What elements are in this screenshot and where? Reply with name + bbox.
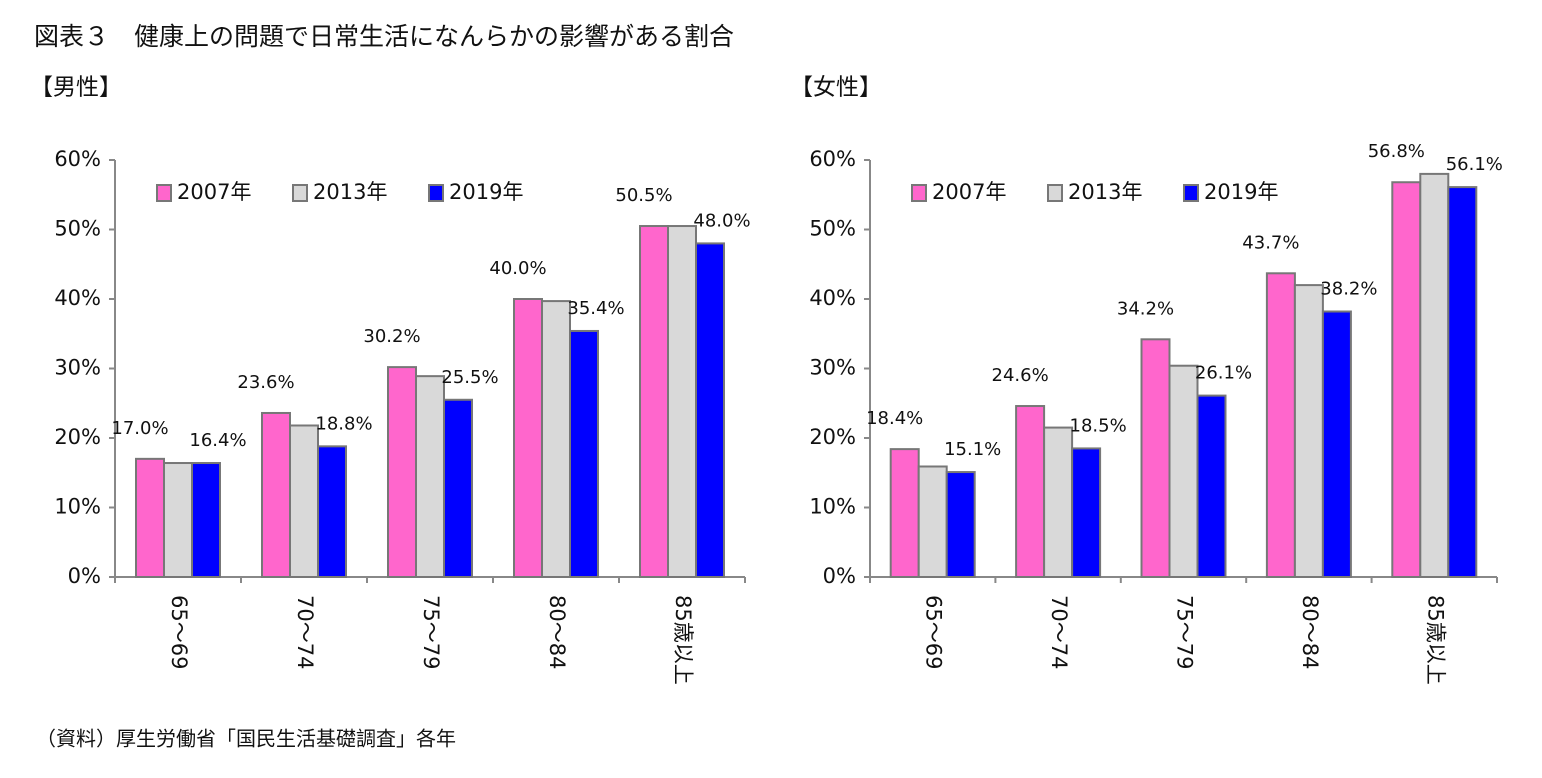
value-label: 35.4% bbox=[567, 298, 624, 319]
value-label: 40.0% bbox=[489, 258, 546, 279]
value-label: 30.2% bbox=[363, 326, 420, 347]
bar bbox=[1196, 394, 1227, 579]
value-label: 18.5% bbox=[1070, 415, 1127, 436]
x-tick-label: 85歳以上 bbox=[1423, 595, 1447, 685]
bar bbox=[1447, 186, 1478, 578]
bar bbox=[1391, 181, 1422, 579]
y-tick-label: 20% bbox=[54, 425, 101, 449]
y-tick-label: 30% bbox=[809, 356, 856, 380]
bar bbox=[1265, 272, 1296, 578]
bar bbox=[261, 411, 291, 579]
y-tick-label: 0% bbox=[823, 564, 856, 588]
value-label: 43.7% bbox=[1242, 232, 1299, 253]
bar bbox=[667, 225, 697, 578]
value-label: 17.0% bbox=[111, 418, 168, 439]
value-label: 34.2% bbox=[1117, 298, 1174, 319]
source-note: （資料）厚生労働省「国民生活基礎調査」各年 bbox=[36, 727, 456, 751]
bar bbox=[889, 448, 920, 578]
legend-label: 2019年 bbox=[449, 180, 523, 204]
bar bbox=[191, 462, 221, 578]
value-label: 18.4% bbox=[866, 408, 923, 429]
value-label: 38.2% bbox=[1320, 279, 1377, 300]
y-tick-label: 10% bbox=[809, 495, 856, 519]
y-tick-label: 10% bbox=[54, 495, 101, 519]
y-tick-label: 50% bbox=[809, 217, 856, 241]
value-label: 25.5% bbox=[441, 367, 498, 388]
page-title: 図表３ 健康上の問題で日常生活になんらかの影響がある割合 bbox=[34, 22, 734, 51]
bar bbox=[135, 457, 165, 579]
legend-swatch bbox=[1183, 184, 1199, 202]
bar bbox=[569, 329, 599, 578]
y-tick-label: 40% bbox=[809, 286, 856, 310]
legend-label: 2013年 bbox=[313, 180, 387, 204]
x-tick-label: 75～79 bbox=[1173, 595, 1197, 669]
value-label: 56.1% bbox=[1446, 154, 1503, 175]
legend-label: 2007年 bbox=[177, 180, 251, 204]
bar bbox=[1015, 405, 1046, 578]
legend-swatch bbox=[1047, 184, 1063, 202]
bar bbox=[415, 375, 445, 578]
bar bbox=[163, 462, 193, 578]
chart-title: 【女性】 bbox=[790, 75, 882, 101]
bar bbox=[1321, 310, 1352, 578]
bar bbox=[1043, 426, 1074, 579]
bar bbox=[639, 225, 669, 578]
x-tick-label: 80～84 bbox=[545, 595, 569, 669]
bar bbox=[1168, 364, 1199, 578]
x-tick-label: 70～74 bbox=[1047, 595, 1071, 669]
bar bbox=[945, 471, 976, 578]
bar bbox=[917, 465, 948, 578]
bar bbox=[1419, 172, 1450, 578]
value-label: 48.0% bbox=[693, 210, 750, 231]
legend-swatch bbox=[428, 184, 444, 202]
chart-title: 【男性】 bbox=[30, 75, 122, 101]
bar bbox=[513, 298, 543, 578]
value-label: 18.8% bbox=[315, 413, 372, 434]
legend-label: 2013年 bbox=[1068, 180, 1142, 204]
y-tick-label: 50% bbox=[54, 217, 101, 241]
x-tick-label: 80～84 bbox=[1298, 595, 1322, 669]
y-tick-label: 60% bbox=[54, 147, 101, 171]
bar bbox=[1293, 284, 1324, 578]
y-tick-label: 20% bbox=[809, 425, 856, 449]
value-label: 26.1% bbox=[1195, 363, 1252, 384]
x-tick-label: 65～69 bbox=[922, 595, 946, 669]
value-label: 15.1% bbox=[944, 439, 1001, 460]
x-tick-label: 75～79 bbox=[419, 595, 443, 669]
value-label: 50.5% bbox=[615, 185, 672, 206]
x-tick-label: 65～69 bbox=[167, 595, 191, 669]
legend-label: 2019年 bbox=[1204, 180, 1278, 204]
y-tick-label: 30% bbox=[54, 356, 101, 380]
legend-label: 2007年 bbox=[932, 180, 1006, 204]
y-tick-label: 0% bbox=[68, 564, 101, 588]
value-label: 24.6% bbox=[992, 365, 1049, 386]
bar bbox=[289, 424, 319, 578]
bar bbox=[387, 366, 417, 578]
x-tick-label: 70～74 bbox=[293, 595, 317, 669]
value-label: 16.4% bbox=[189, 430, 246, 451]
y-tick-label: 60% bbox=[809, 147, 856, 171]
x-tick-label: 85歳以上 bbox=[671, 595, 695, 685]
bar bbox=[443, 398, 473, 578]
bar bbox=[1140, 338, 1171, 578]
legend-swatch bbox=[292, 184, 308, 202]
legend-swatch bbox=[911, 184, 927, 202]
legend-swatch bbox=[156, 184, 172, 202]
bar bbox=[1071, 447, 1102, 578]
bar bbox=[317, 445, 347, 578]
value-label: 56.8% bbox=[1368, 141, 1425, 162]
bar bbox=[695, 242, 725, 578]
y-tick-label: 40% bbox=[54, 286, 101, 310]
bar bbox=[541, 300, 571, 578]
value-label: 23.6% bbox=[237, 372, 294, 393]
